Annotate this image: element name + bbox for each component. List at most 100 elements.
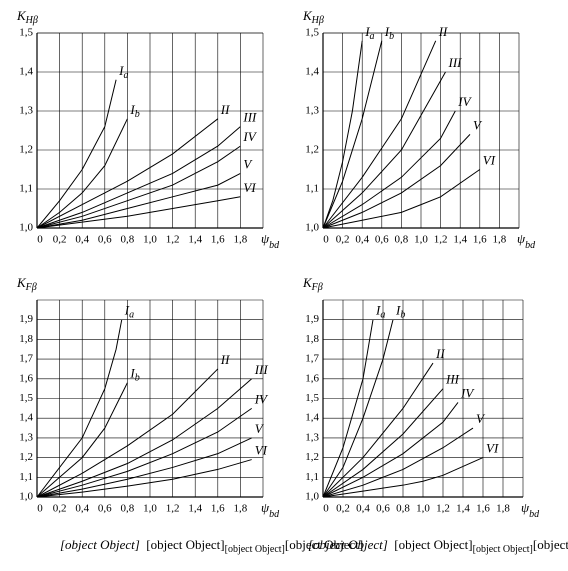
curve-label-main: I — [384, 24, 390, 39]
y-tick-label: 1,0 — [19, 491, 33, 503]
y-tick-label: 1,1 — [19, 471, 33, 483]
x-tick-label: 1,6 — [473, 234, 487, 246]
curve — [322, 362, 434, 498]
curve-label: Ib — [384, 24, 394, 42]
y-tick-label: 1,7 — [19, 353, 33, 365]
x-axis-label-sub: bd — [269, 509, 280, 520]
x-tick-label: 1,0 — [143, 234, 157, 246]
curve-label: Ib — [129, 102, 139, 120]
x-tick-label: 0,2 — [53, 234, 67, 246]
x-tick-label: 0 — [37, 503, 43, 515]
curve-label-sub: b — [389, 31, 394, 42]
curve-label-main: VI — [486, 441, 499, 456]
curve-label: Ib — [395, 303, 405, 321]
x-tick-label: 0,6 — [98, 234, 112, 246]
curve — [322, 388, 444, 498]
curve-label-main: I — [395, 303, 401, 318]
x-axis-label: ψbd — [517, 231, 536, 251]
curve-label-main: I — [375, 303, 381, 318]
curve-label-main: II — [220, 102, 230, 117]
curve — [36, 145, 241, 229]
curve — [322, 169, 481, 229]
curve-label-main: VI — [483, 152, 496, 167]
y-axis-label-sub: Hβ — [25, 15, 38, 26]
y-tick-label: 1,0 — [305, 491, 319, 503]
curve-label: Ib — [129, 366, 139, 384]
curve-label-main: I — [364, 24, 370, 39]
y-tick-label: 1,6 — [19, 372, 33, 384]
x-axis-label: ψbd — [261, 500, 280, 520]
x-tick-label: 1,8 — [493, 234, 507, 246]
curve-label: IV — [460, 385, 475, 400]
y-tick-label: 1,9 — [305, 313, 319, 325]
curve-label: III — [254, 362, 269, 377]
x-tick-label: 0,4 — [355, 234, 369, 246]
y-tick-label: 1,0 — [305, 222, 319, 234]
curve-label-main: I — [118, 63, 124, 78]
curve-label-main: II — [438, 24, 448, 39]
curve — [36, 79, 117, 229]
curve — [322, 319, 374, 498]
y-tick-label: 1,2 — [305, 451, 319, 463]
curve-label-main: V — [243, 156, 253, 171]
y-tick-label: 1,1 — [19, 183, 33, 195]
curve — [36, 437, 252, 498]
y-tick-label: 1,4 — [305, 412, 319, 424]
curve-label-main: IV — [460, 385, 475, 400]
x-axis-label-main: ψ — [521, 500, 530, 515]
x-tick-label: 1,4 — [456, 503, 470, 515]
curve-label-main: I — [129, 366, 135, 381]
curve-label: II — [438, 24, 448, 39]
caption-part: [object Object] — [60, 537, 146, 552]
curve-label-main: IV — [254, 391, 269, 406]
x-axis-label-sub: bd — [529, 509, 540, 520]
x-tick-label: 0,2 — [336, 503, 350, 515]
y-tick-label: 1,4 — [19, 66, 33, 78]
curve-label-main: III — [242, 110, 257, 125]
curve-label-main: IV — [242, 129, 257, 144]
y-tick-label: 1,5 — [19, 27, 33, 39]
x-axis-label: ψbd — [261, 231, 280, 251]
curve-label-sub: a — [370, 31, 375, 42]
y-axis-label-sub: Hβ — [311, 15, 324, 26]
x-tick-label: 0 — [37, 234, 43, 246]
curve-label-main: I — [124, 303, 130, 318]
x-tick-label: 1,2 — [166, 503, 180, 515]
x-axis-label-main: ψ — [517, 231, 526, 246]
y-axis-label-sub: Fβ — [311, 282, 323, 293]
y-axis-label-main: K — [16, 8, 27, 23]
x-tick-label: 1,2 — [436, 503, 450, 515]
y-tick-label: 1,3 — [19, 431, 33, 443]
curve-label: V — [476, 411, 486, 426]
y-tick-label: 1,3 — [19, 105, 33, 117]
caption-part: [object Object] — [146, 537, 224, 552]
y-tick-label: 1,3 — [305, 105, 319, 117]
curve-label-main: VI — [255, 443, 268, 458]
y-axis-label: KHβ — [302, 8, 324, 26]
curve-label-sub: a — [380, 310, 385, 321]
x-tick-label: 1,8 — [234, 234, 248, 246]
curve-label-sub: b — [400, 310, 405, 321]
y-axis-label-sub: Fβ — [25, 282, 37, 293]
y-tick-label: 1,9 — [19, 313, 33, 325]
y-axis-label: KFβ — [302, 275, 323, 293]
caption-part: [object Object] — [225, 544, 285, 555]
caption: [object Object] [object Object][object O… — [308, 537, 568, 555]
x-tick-label: 1,8 — [496, 503, 510, 515]
curve-label-main: III — [254, 362, 269, 377]
curve — [36, 378, 253, 498]
x-tick-label: 0,4 — [75, 234, 89, 246]
curve — [36, 126, 241, 229]
curve-label-main: VI — [243, 180, 256, 195]
x-tick-label: 1,6 — [211, 234, 225, 246]
curve-label: V — [243, 156, 253, 171]
x-tick-label: 1,8 — [234, 503, 248, 515]
caption-part: [object Object] — [285, 537, 363, 552]
x-axis-label-sub: bd — [525, 240, 536, 251]
curve — [36, 368, 219, 498]
x-tick-label: 0,8 — [121, 503, 135, 515]
curve-label: II — [435, 346, 445, 361]
curve — [322, 319, 394, 498]
x-tick-label: 1,2 — [166, 234, 180, 246]
x-tick-label: 1,4 — [188, 234, 202, 246]
